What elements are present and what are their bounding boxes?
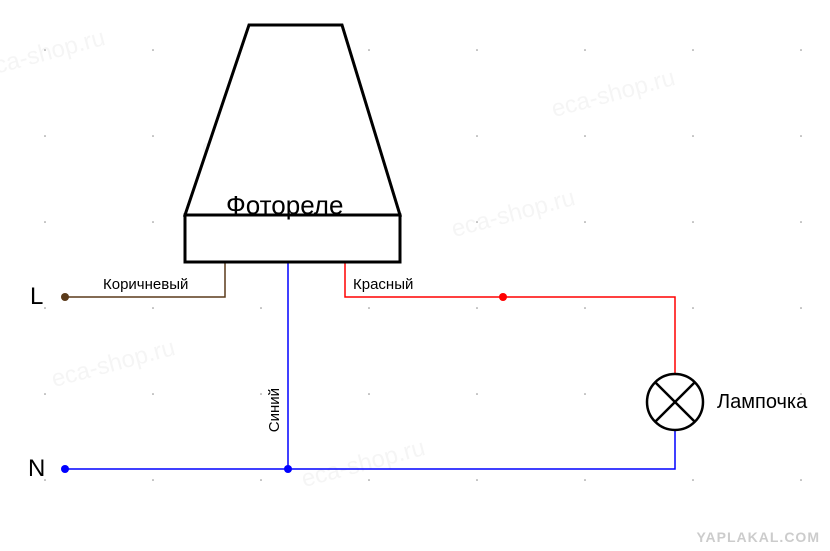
lamp-label: Лампочка: [717, 391, 807, 414]
wire-red-label: Красный: [353, 276, 413, 293]
wire-blue-start-dot: [61, 465, 69, 473]
wire-brown-start-dot: [61, 293, 69, 301]
terminal-n-label: N: [28, 455, 45, 483]
wire-brown-label: Коричневый: [103, 276, 188, 293]
terminal-l-label: L: [30, 283, 43, 311]
photorelay-trapezoid: [185, 25, 400, 215]
photorelay-base: [185, 215, 400, 262]
wire-red-junction: [499, 293, 507, 301]
lamp-symbol: [647, 374, 703, 430]
watermark-bottom: YAPLAKAL.COM: [697, 529, 821, 545]
wire-blue-label: Синий: [266, 388, 283, 432]
wire-blue-junction: [284, 465, 292, 473]
photorelay-label: Фотореле: [226, 190, 343, 221]
wire-blue-main: [65, 430, 675, 469]
